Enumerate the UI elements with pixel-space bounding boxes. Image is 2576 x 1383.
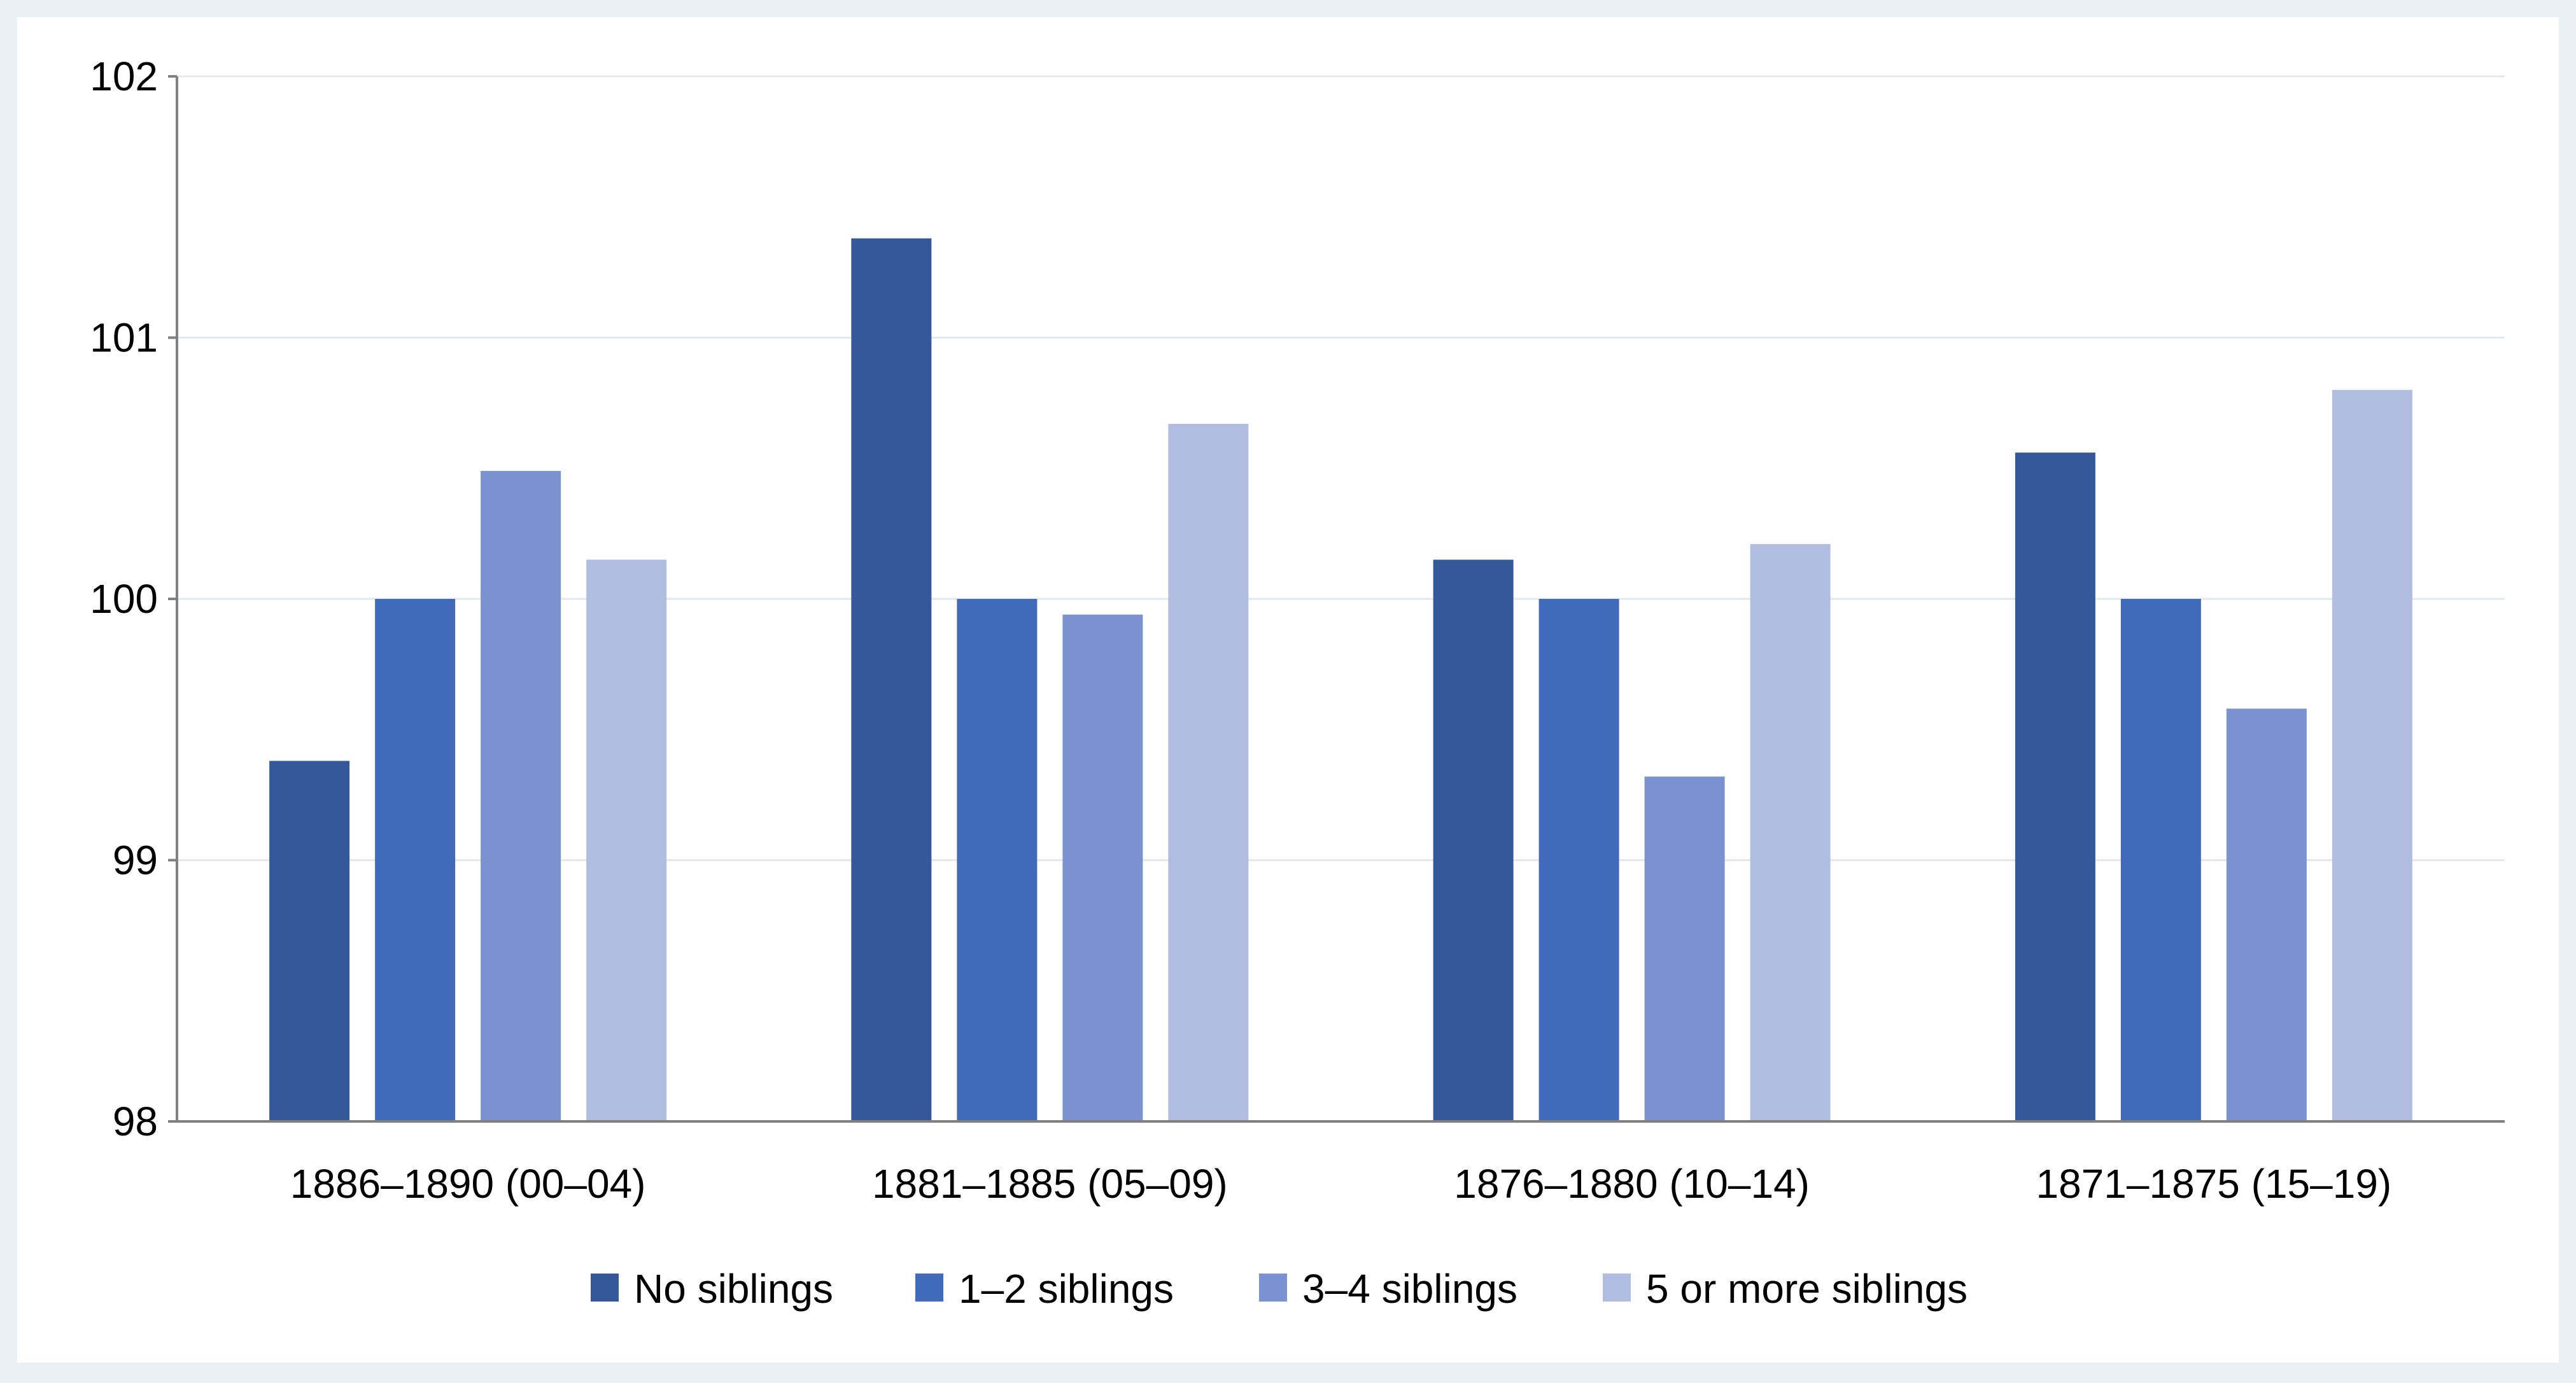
legend-swatch [915,1274,943,1302]
y-tick-label: 99 [113,838,158,883]
bar [2120,599,2201,1121]
bar [2226,708,2307,1121]
y-tick-label: 102 [90,53,158,99]
bar [2332,390,2412,1121]
legend-swatch [591,1274,619,1302]
axes [168,75,2505,1123]
bar [2015,453,2095,1121]
legend-item: 5 or more siblings [1603,1266,1967,1312]
bar [481,470,561,1121]
legend-item: 3–4 siblings [1259,1266,1517,1312]
y-tick-label: 101 [90,315,158,361]
bar [269,761,350,1121]
legend-item: No siblings [591,1266,833,1312]
bar [1644,776,1725,1121]
x-tick-label: 1881–1885 (05–09) [872,1161,1228,1207]
legend-label: 3–4 siblings [1302,1266,1517,1312]
x-tick-label: 1886–1890 (00–04) [290,1161,646,1207]
y-tick-label: 100 [90,576,158,622]
x-tick-label: 1871–1875 (15–19) [2036,1161,2392,1207]
legend-item: 1–2 siblings [915,1266,1174,1312]
gridlines [177,75,2505,861]
y-axis-tick-labels: 98 99 100 101 102 [90,53,158,1144]
x-axis-tick-labels: 1886–1890 (00–04) 1881–1885 (05–09) 1876–1… [290,1161,2391,1207]
legend-label: 5 or more siblings [1646,1266,1967,1312]
y-tick-label: 98 [113,1099,158,1144]
legend: No siblings 1–2 siblings 3–4 siblings 5 or … [591,1266,1967,1312]
bar [586,559,667,1121]
bar [1062,614,1143,1121]
bar [851,238,932,1121]
legend-swatch [1259,1274,1287,1302]
bar [1433,559,1514,1121]
legend-label: No siblings [634,1266,833,1312]
legend-swatch [1603,1274,1631,1302]
bar [375,599,456,1121]
legend-label: 1–2 siblings [959,1266,1174,1312]
bar [1538,599,1619,1121]
bars [269,238,2412,1121]
bar [1750,544,1831,1121]
bar [1168,423,1249,1121]
x-tick-label: 1876–1880 (10–14) [1454,1161,1810,1207]
bar [957,599,1038,1121]
